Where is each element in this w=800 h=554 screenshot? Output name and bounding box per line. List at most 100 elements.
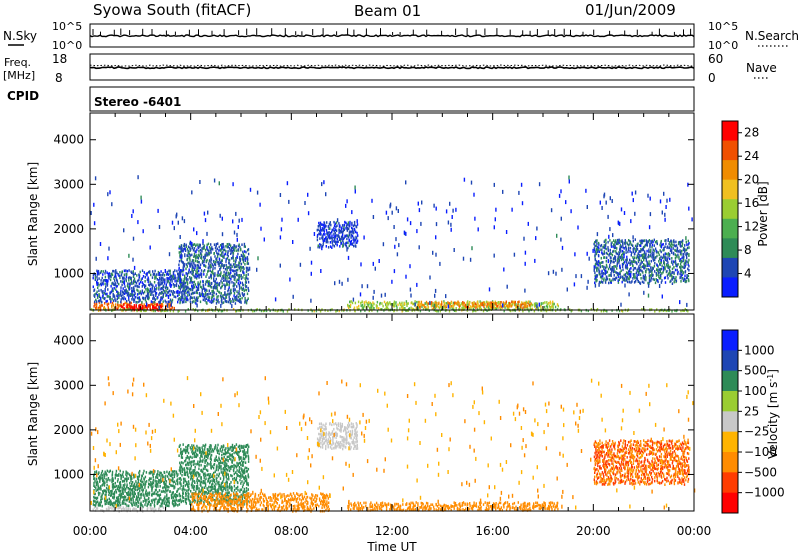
data-cell: [352, 230, 354, 233]
data-cell: [326, 231, 328, 234]
data-cell: [381, 308, 383, 311]
data-cell: [175, 295, 177, 299]
data-cell: [655, 256, 657, 259]
data-cell: [459, 308, 461, 311]
data-cell: [339, 238, 341, 241]
data-cell: [205, 275, 207, 278]
data-cell: [130, 305, 132, 308]
data-cell: [156, 494, 159, 497]
data-cell: [132, 486, 135, 490]
data-cell: [669, 244, 671, 247]
data-cell: [194, 250, 196, 253]
data-cell: [122, 475, 124, 479]
data-cell: [206, 461, 209, 465]
data-cell: [161, 282, 163, 285]
data-cell: [674, 256, 677, 260]
data-cell: [319, 243, 321, 246]
data-cell: [679, 300, 681, 305]
data-cell: [192, 449, 194, 452]
data-cell: [479, 305, 482, 309]
data-cell: [174, 274, 176, 277]
data-cell: [632, 277, 634, 280]
data-cell: [203, 269, 206, 272]
data-cell: [206, 245, 208, 249]
data-cell: [178, 477, 180, 480]
data-cell: [648, 282, 650, 285]
data-cell: [328, 231, 330, 234]
data-cell: [111, 273, 114, 277]
data-cell: [158, 271, 161, 276]
data-cell: [219, 274, 222, 278]
data-cell: [213, 294, 215, 297]
nsky-label: N.Sky: [3, 29, 37, 43]
data-cell: [658, 260, 660, 263]
data-cell: [565, 200, 567, 205]
data-cell: [122, 487, 125, 491]
data-cell: [226, 279, 228, 283]
data-cell: [131, 289, 133, 293]
data-cell: [631, 280, 633, 283]
data-cell: [98, 475, 101, 479]
data-cell: [320, 223, 322, 226]
data-cell: [667, 266, 669, 269]
data-cell: [233, 265, 236, 269]
data-cell: [131, 477, 133, 480]
data-cell: [160, 480, 163, 483]
data-cell: [199, 245, 201, 248]
data-cell: [517, 301, 519, 304]
data-cell: [647, 240, 649, 243]
data-cell: [211, 263, 213, 266]
data-cell: [186, 286, 188, 289]
data-cell: [171, 479, 173, 483]
data-cell: [147, 304, 149, 308]
data-cell: [475, 309, 477, 313]
data-cell: [483, 301, 485, 304]
data-cell: [614, 257, 616, 261]
data-cell: [633, 267, 635, 270]
data-cell: [122, 287, 124, 290]
data-cell: [185, 267, 187, 271]
data-cell: [653, 244, 655, 247]
data-cell: [150, 470, 152, 474]
data-cell: [259, 202, 261, 207]
data-cell: [432, 304, 434, 308]
data-cell: [164, 477, 167, 480]
data-cell: [389, 302, 392, 306]
data-cell: [666, 198, 668, 203]
data-cell: [105, 507, 108, 511]
data-cell: [486, 309, 488, 312]
data-cell: [647, 193, 649, 198]
data-cell: [180, 246, 182, 249]
data-cell: [643, 265, 645, 270]
data-cell: [195, 269, 197, 273]
data-cell: [224, 267, 227, 271]
data-cell: [102, 479, 105, 482]
data-cell: [183, 242, 186, 246]
data-cell: [382, 242, 385, 247]
data-cell: [238, 279, 240, 282]
data-cell: [216, 255, 219, 258]
data-cell: [499, 301, 501, 304]
data-cell: [147, 294, 149, 299]
data-cell: [435, 252, 437, 257]
data-cell: [101, 300, 103, 304]
data-cell: [233, 275, 235, 278]
data-cell: [364, 309, 366, 312]
data-cell: [130, 276, 132, 280]
data-cell: [348, 304, 351, 308]
data-cell: [101, 290, 103, 294]
data-cell: [137, 475, 139, 479]
data-cell: [128, 279, 130, 282]
data-cell: [279, 263, 281, 268]
data-cell: [621, 280, 623, 284]
data-cell: [606, 277, 609, 281]
data-cell: [649, 212, 652, 217]
data-cell: [349, 303, 352, 307]
data-cell: [370, 303, 373, 307]
data-cell: [688, 241, 690, 245]
data-cell: [191, 253, 193, 257]
data-cell: [244, 259, 247, 262]
data-cell: [387, 216, 389, 221]
data-cell: [384, 292, 386, 297]
data-cell: [195, 272, 197, 276]
